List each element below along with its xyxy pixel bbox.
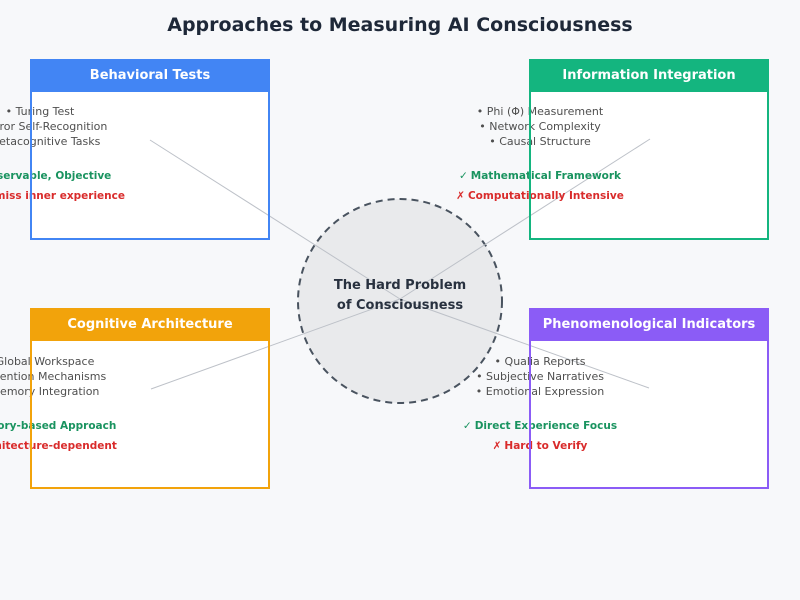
pro-label: Direct Experience Focus [474,420,618,432]
list-item: • Causal Structure [489,135,591,148]
pro-line: ✓ Direct Experience Focus [463,419,617,434]
hard-problem-label-line2: of Consciousness [336,298,464,313]
con-label: Hard to Verify [504,440,588,452]
check-icon: ✓ [458,170,468,182]
con-label: Computationally Intensive [467,190,624,202]
box-header-phenomenological-indicators: Phenomenological Indicators [529,308,769,341]
list-item: • Metacognitive Tasks [0,135,101,148]
con-line: ✗Architecture-dependent [0,439,117,454]
box-behavioral-tests: Behavioral Tests [30,59,270,240]
list-item: • Phi (Φ) Measurement [476,105,604,118]
pro-line: ✓Theory-based Approach [0,419,116,434]
box-header-information-integration: Information Integration [529,59,769,92]
list-item: • Subjective Narratives [476,370,604,383]
con-label: May miss inner experience [0,190,125,202]
list-item: • Memory Integration [0,385,100,398]
pro-label: Mathematical Framework [470,170,622,182]
check-icon: ✓ [462,420,472,432]
box-header-cognitive-architecture: Cognitive Architecture [30,308,270,341]
box-header-behavioral-tests: Behavioral Tests [30,59,270,92]
list-item: • Emotional Expression [475,385,605,398]
con-line: ✗ Computationally Intensive [456,189,624,204]
con-label: Architecture-dependent [0,440,117,452]
pro-label: Theory-based Approach [0,420,117,432]
list-item: • Turing Test [5,105,75,118]
list-item: • Qualia Reports [494,355,586,368]
list-item: • Global Workspace [0,355,95,368]
con-line: ✗May miss inner experience [0,189,125,204]
page-title: Approaches to Measuring AI Consciousness [167,14,633,36]
hard-problem-label-line1: The Hard Problem [333,278,467,293]
hard-problem-label: The Hard Problem of Consciousness [334,276,466,316]
pro-line: ✓Observable, Objective [0,169,111,184]
pro-line: ✓ Mathematical Framework [459,169,621,184]
list-item: • Attention Mechanisms [0,370,107,383]
cross-icon: ✗ [456,190,465,202]
list-item: • Mirror Self-Recognition [0,120,108,133]
list-item: • Network Complexity [479,120,601,133]
cross-icon: ✗ [492,440,502,452]
box-information-integration: Information Integration [529,59,769,240]
con-line: ✗ Hard to Verify [493,439,588,454]
pro-label: Observable, Objective [0,170,112,182]
